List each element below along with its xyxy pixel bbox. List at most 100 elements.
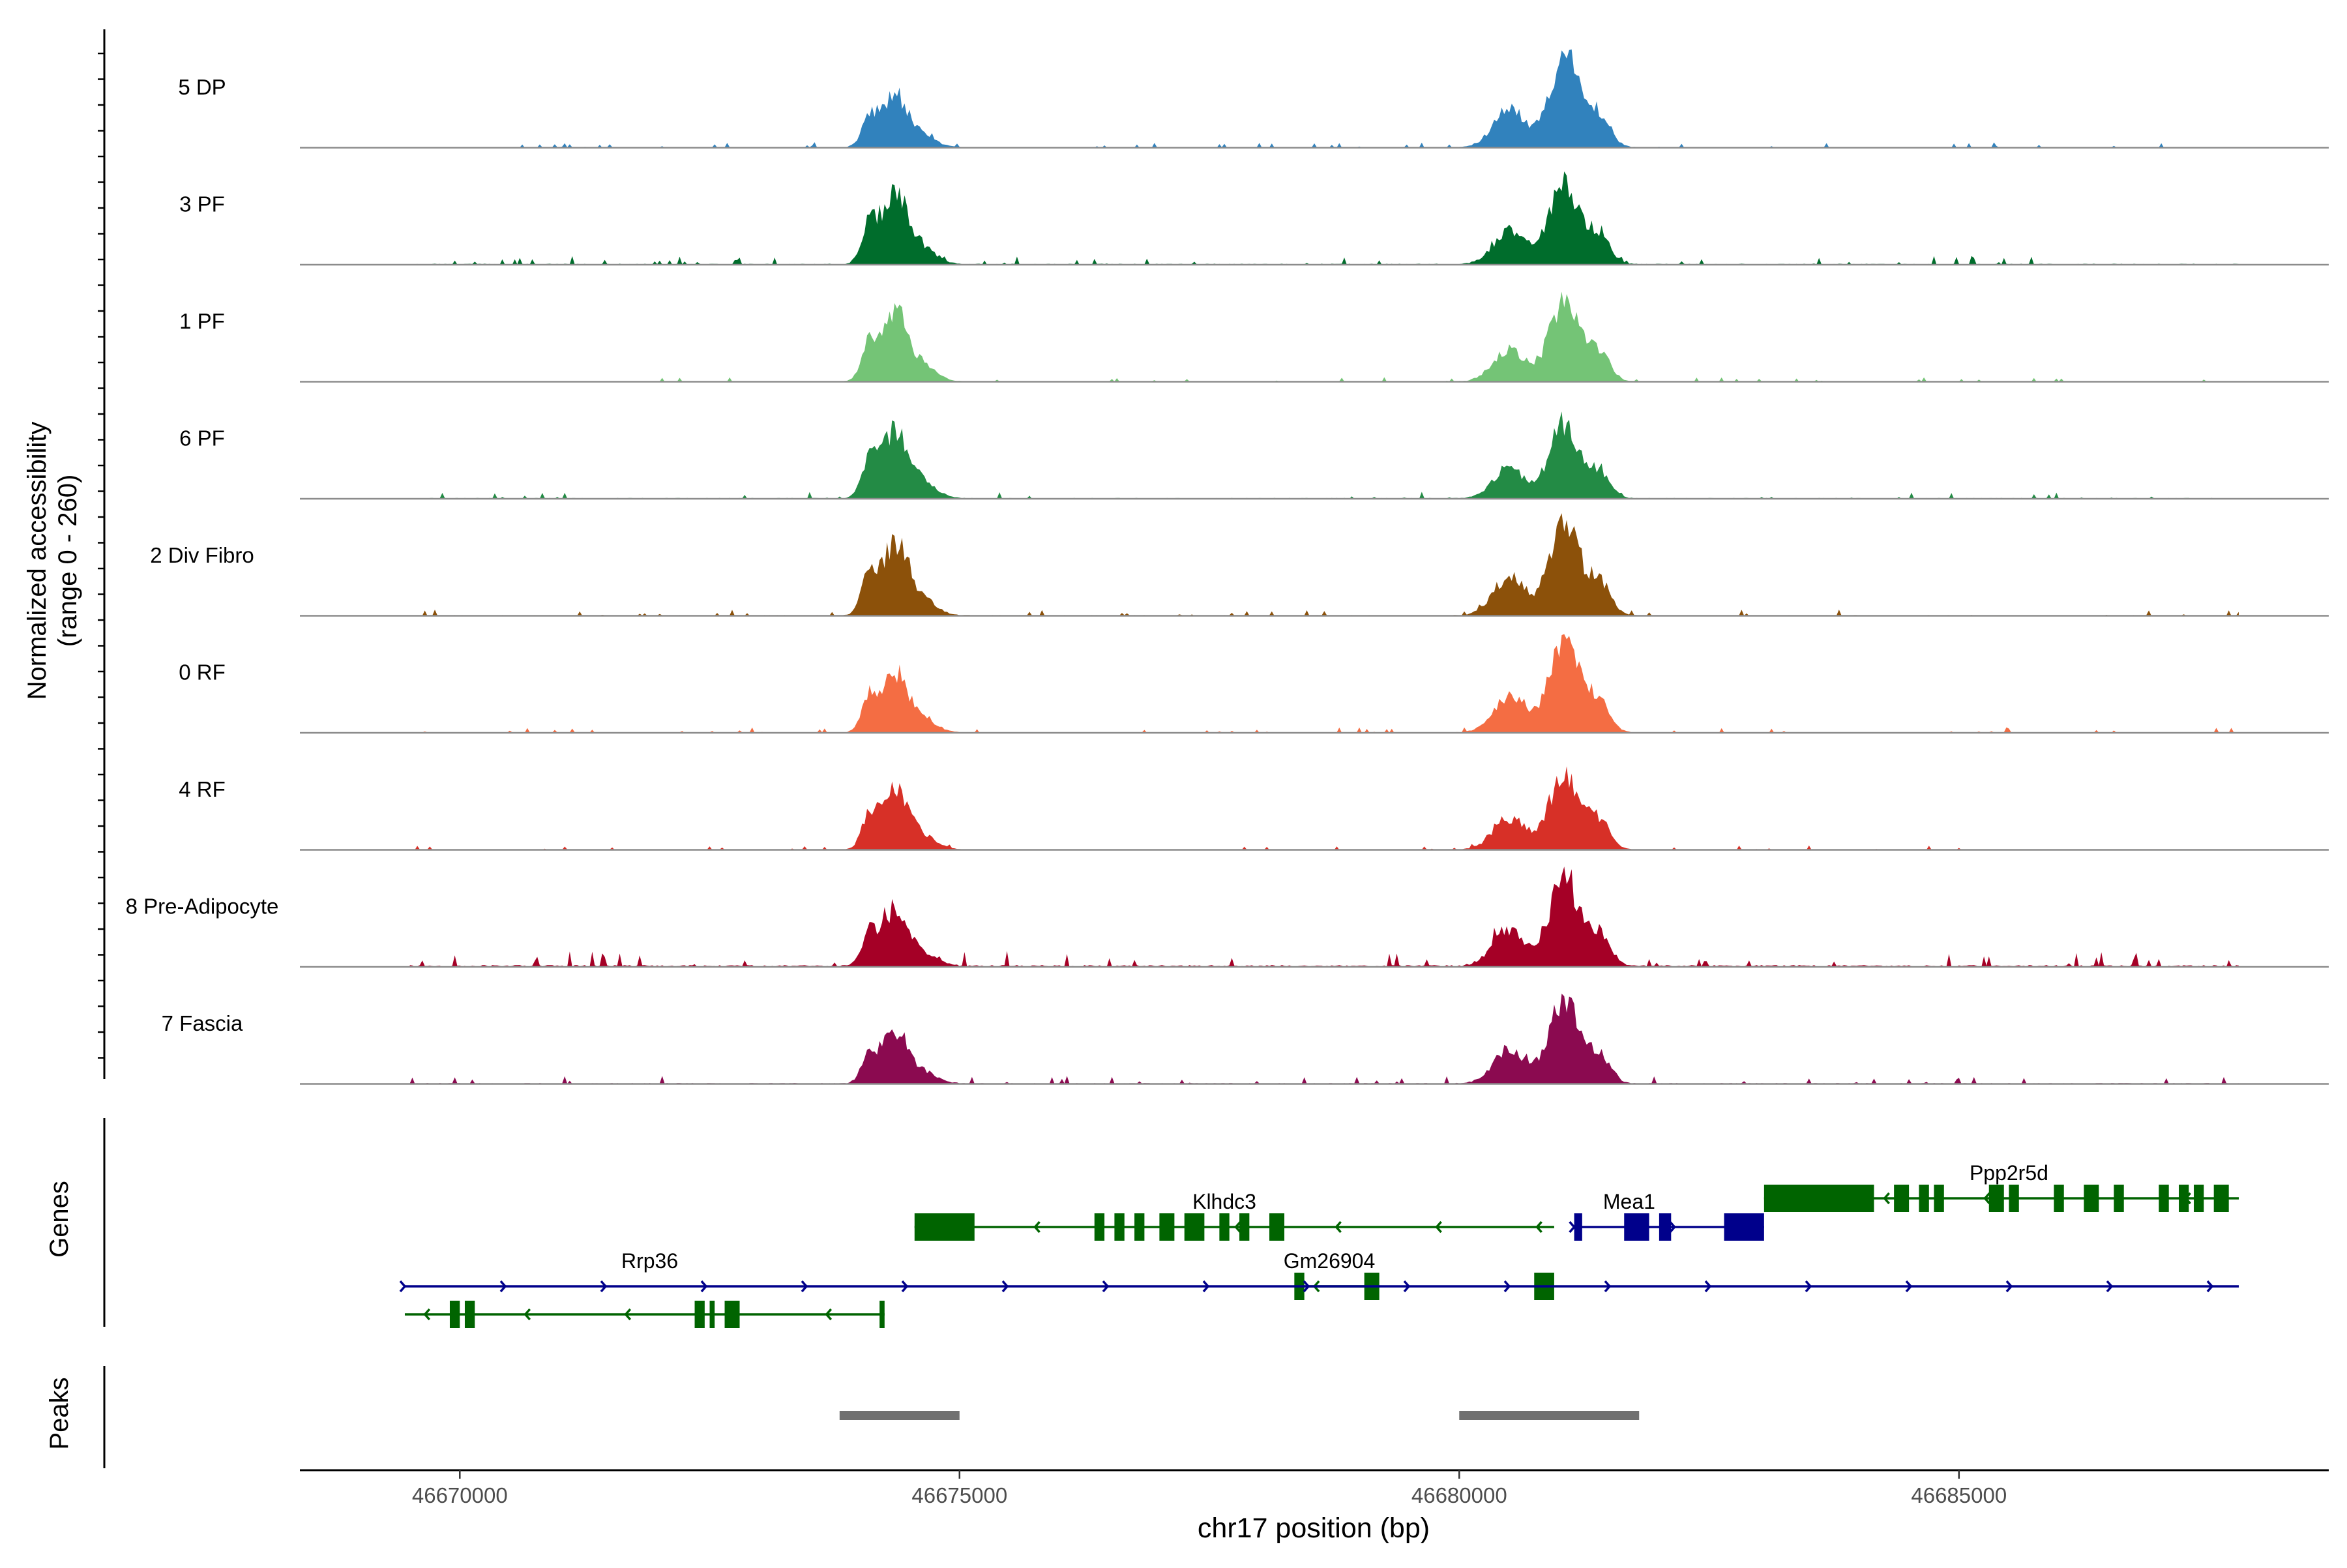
exon [2114,1185,2124,1212]
strand-arrow [423,1308,431,1321]
strand-arrow [1604,1280,1612,1293]
strand-arrow [1335,1220,1342,1234]
strand-arrow [801,1280,808,1293]
coverage-area [409,171,2239,265]
exon [709,1301,715,1328]
gene-unnamed [404,1301,885,1328]
genes-panel-label: Genes [45,1181,74,1258]
exon [914,1213,975,1241]
strand-arrow [1805,1280,1812,1293]
exon [1269,1213,1285,1241]
gene-label: Klhdc3 [1192,1190,1256,1213]
track-label: 1 PF [179,309,225,333]
coverage-area [409,49,2239,148]
exon [1919,1185,1929,1212]
coverage-area [409,291,2239,382]
track-0-rf: 0 RF [179,634,2329,734]
coverage-area [409,994,2239,1084]
strand-arrow [1883,1192,1890,1205]
strand-arrow [1503,1280,1511,1293]
strand-arrow [1704,1280,1712,1293]
exon [1659,1213,1672,1241]
track-6-pf: 6 PF [179,411,2329,500]
gene-rrp36: Rrp36 [399,1249,2239,1293]
exon [694,1301,705,1328]
exon [2213,1185,2229,1212]
track-label: 2 Div Fibro [150,543,254,567]
tracks-layer: 5 DP 3 PF 1 PF 6 PF 2 Div Fibro 0 RF 4 RF 8 Pre… [126,49,2329,1085]
exon [879,1301,885,1328]
x-tick-label: 46685000 [1911,1483,2007,1507]
x-tick-label: 46670000 [412,1483,508,1507]
exon [1988,1185,2004,1212]
exon [1159,1213,1175,1241]
strand-arrow [1569,1220,1576,1234]
track-4-rf: 4 RF [179,766,2329,851]
peaks-layer [839,1411,1640,1420]
exon [724,1301,740,1328]
gene-mea1: Mea1 [1569,1190,1764,1241]
strand-arrow [825,1308,833,1321]
strand-arrow [2005,1280,2013,1293]
exon [1764,1185,1874,1212]
exon [1894,1185,1910,1212]
gene-label: Ppp2r5d [1970,1161,2048,1185]
strand-arrow [1403,1280,1411,1293]
peak-bar [1459,1411,1640,1420]
exon [2054,1185,2064,1212]
exon [464,1301,475,1328]
track-7-fascia: 7 Fascia [162,994,2329,1085]
x-tick-label: 46675000 [911,1483,1007,1507]
track-label: 5 DP [178,75,226,99]
gene-label: Rrp36 [621,1249,678,1273]
exon [1134,1213,1145,1241]
exon [1624,1213,1649,1241]
track-label: 4 RF [179,777,226,801]
coverage-area [409,513,2239,616]
strand-arrow [1001,1280,1009,1293]
exon [1934,1185,1944,1212]
gene-gm26904: Gm26904 [1284,1249,1554,1300]
exon [2009,1185,2019,1212]
strand-arrow [1435,1220,1442,1234]
track-label: 3 PF [179,192,225,216]
strand-arrow [1905,1280,1913,1293]
exon [1219,1213,1230,1241]
coverage-area [409,766,2239,850]
strand-arrow [624,1308,632,1321]
exon [1094,1213,1105,1241]
exon [2179,1185,2189,1212]
strand-arrow [524,1308,531,1321]
coverage-area [409,634,2239,733]
axes-layer: 46670000 46675000 46680000 46685000 [98,29,2329,1507]
x-axis-label: chr17 position (bp) [1198,1513,1430,1544]
track-label: 8 Pre-Adipocyte [126,895,279,919]
genes-layer: Ppp2r5d Mea1 Klhdc3 Gm26904 Rrp36 [399,1161,2239,1328]
strand-arrow [1983,1192,1990,1205]
exon [1114,1213,1125,1241]
strand-arrow [2206,1280,2214,1293]
strand-arrow [1202,1280,1210,1293]
strand-arrow [600,1280,608,1293]
strand-arrow [399,1280,407,1293]
exon [1574,1213,1582,1241]
exon [2194,1185,2204,1212]
track-label: 7 Fascia [162,1011,243,1035]
strand-arrow [499,1280,507,1293]
exon [449,1301,460,1328]
coverage-area [409,411,2239,499]
strand-arrow [1102,1280,1110,1293]
exon [1239,1213,1250,1241]
gene-ppp2r5d: Ppp2r5d [1764,1161,2239,1212]
y-axis-label-range: (range 0 - 260) [53,475,82,647]
strand-arrow [1303,1280,1310,1293]
track-1-pf: 1 PF [179,291,2329,383]
gene-klhdc3: Klhdc3 [914,1190,1554,1241]
y-axis-label: Normalized accessibility [23,422,52,700]
peaks-panel-label: Peaks [45,1377,74,1449]
peak-bar [839,1411,960,1420]
track-3-pf: 3 PF [179,171,2329,266]
track-2-div-fibro: 2 Div Fibro [150,513,2329,617]
strand-arrow [1535,1220,1543,1234]
